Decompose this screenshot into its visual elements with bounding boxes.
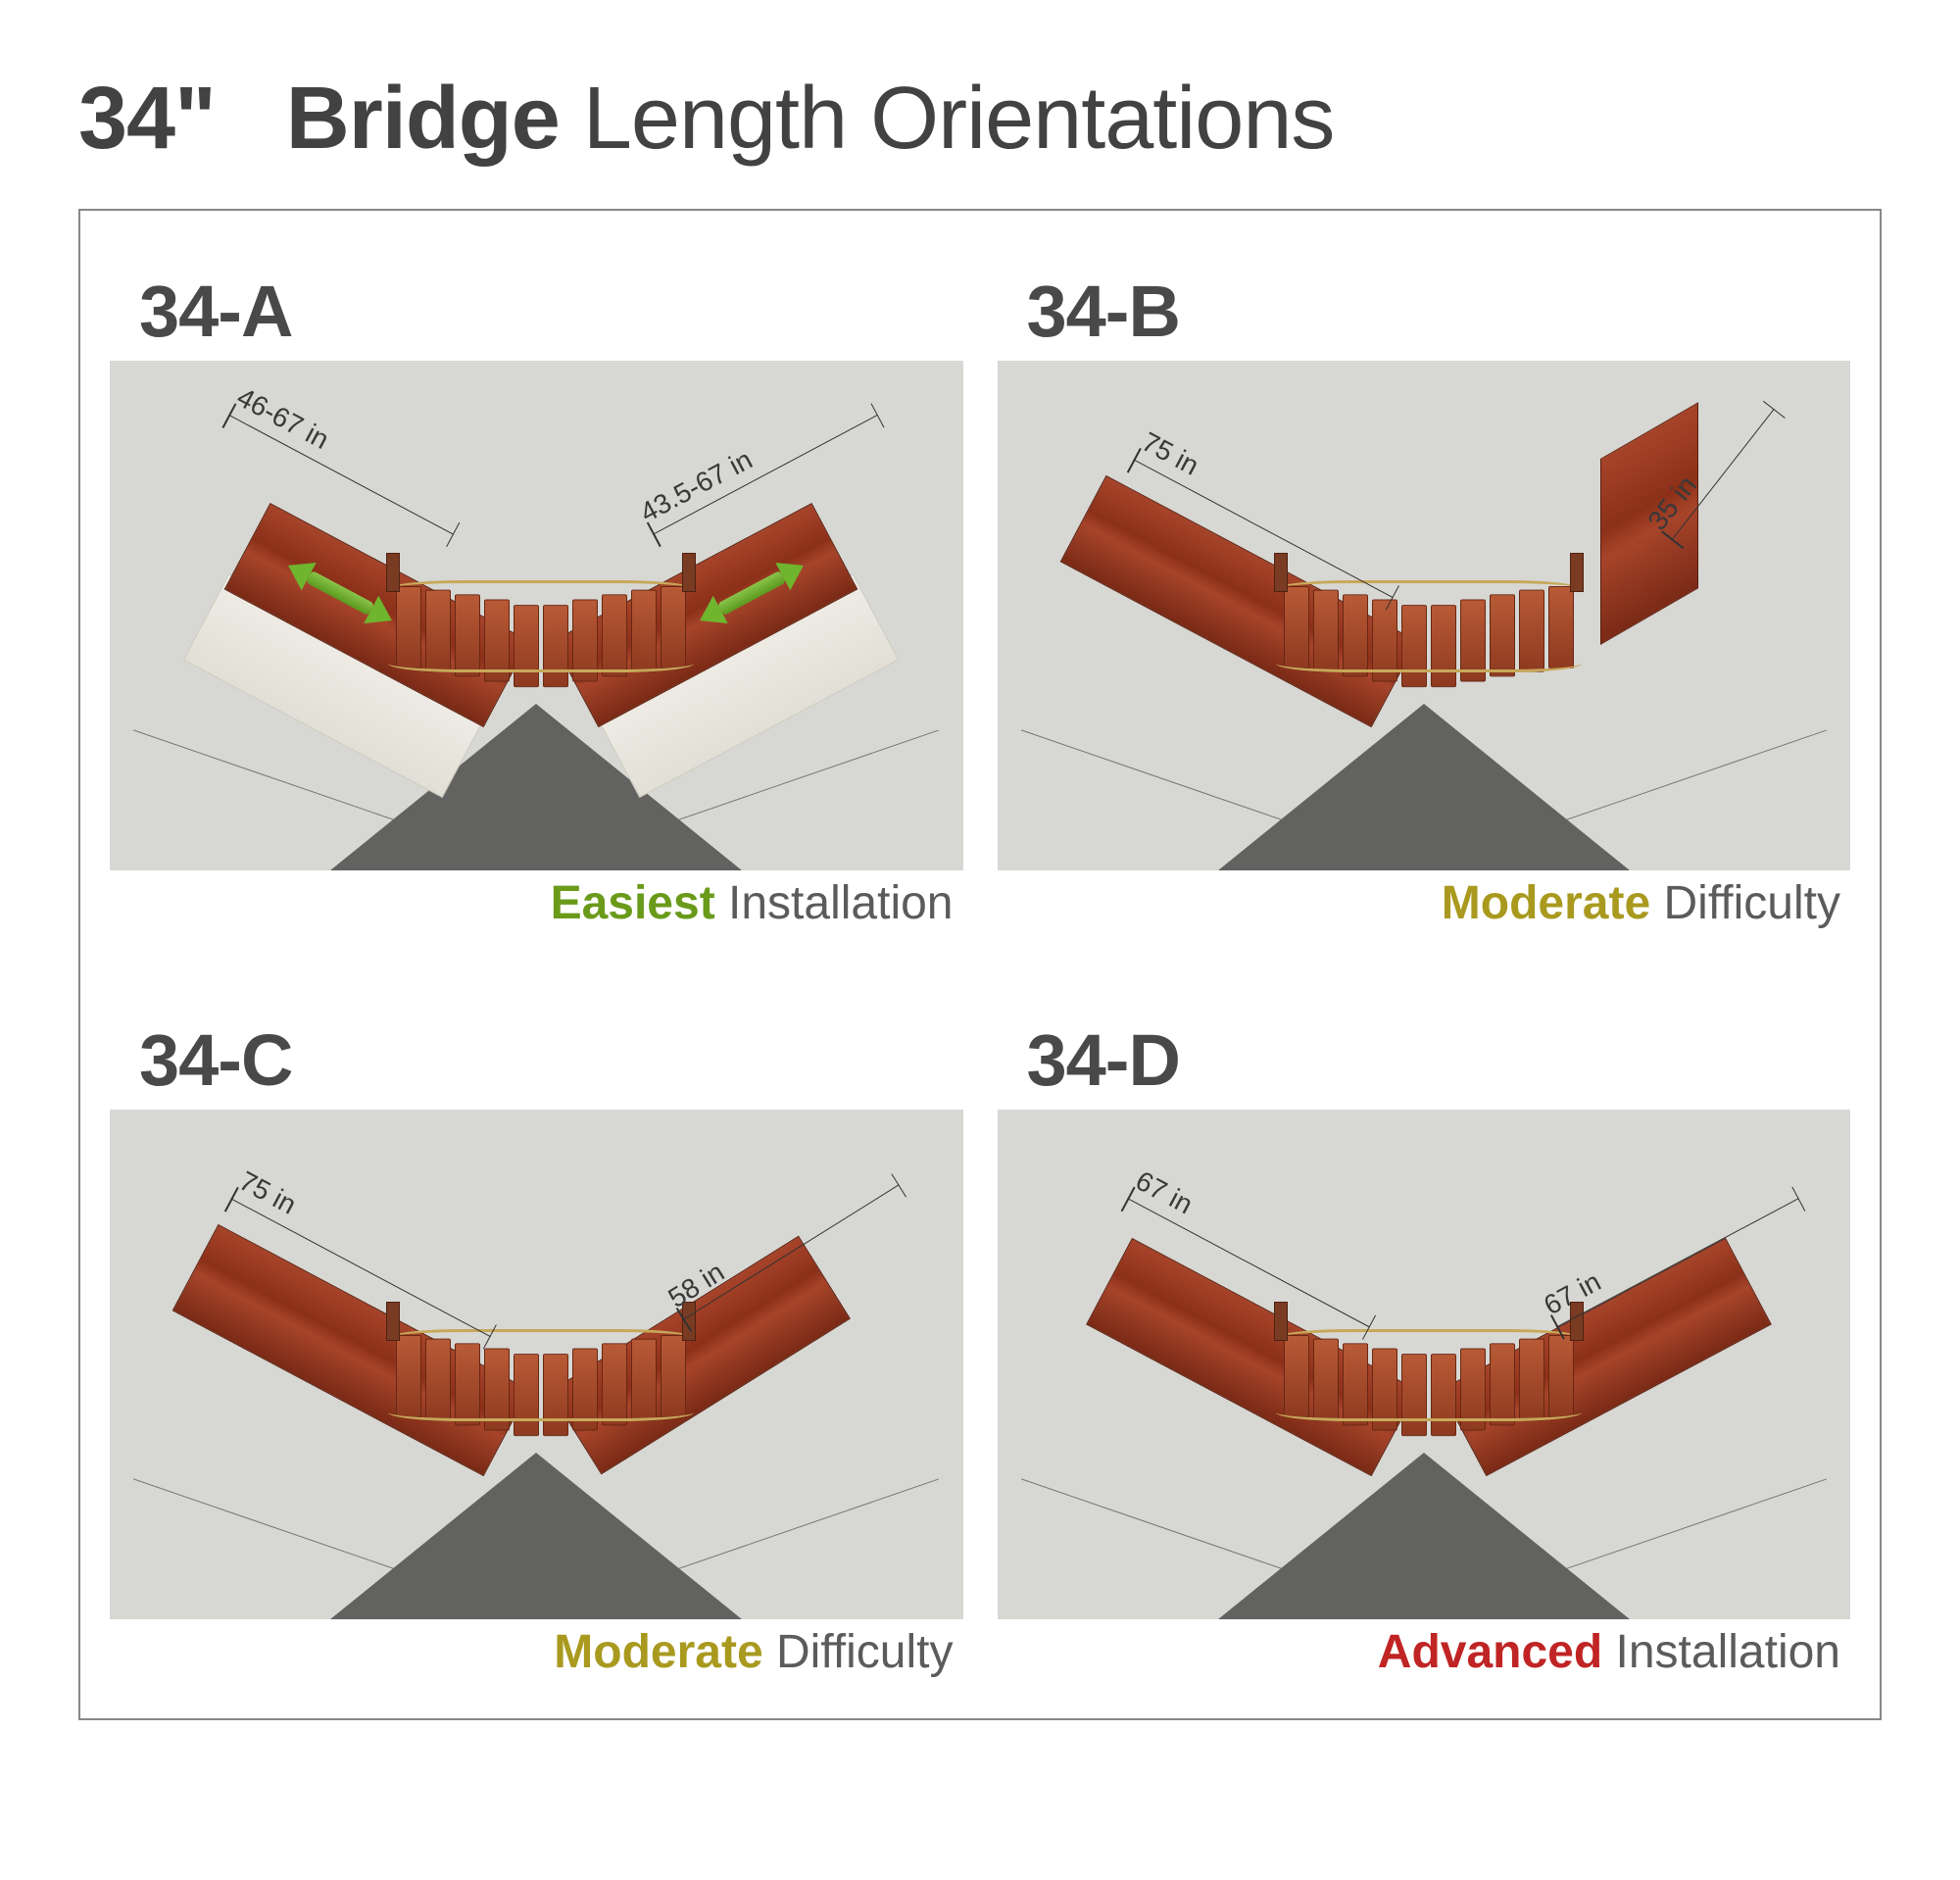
panel-canvas: 75 in58 in [110,1110,963,1619]
panels-frame: 34-A46-67 in43.5-67 in Easiest Installati… [78,209,1882,1720]
dimension-text: 67 in [1130,1165,1197,1220]
difficulty-level: Moderate [1442,877,1650,929]
rope-bridge [1282,1335,1576,1417]
orientation-panel: 34-B75 in35 in Moderate Difficulty [998,270,1851,930]
title-bridge: Bridge [286,70,560,168]
difficulty-level: Easiest [551,877,715,929]
dimension-text: 75 in [1137,426,1203,481]
difficulty-caption: Moderate Difficulty [110,1625,963,1679]
panel-code: 34-D [1027,1018,1851,1102]
dimension-text: 43.5-67 in [635,444,758,528]
difficulty-level: Advanced [1378,1626,1602,1678]
corner-wedge [1218,704,1630,870]
difficulty-suffix: Installation [1602,1626,1840,1678]
difficulty-caption: Moderate Difficulty [998,876,1851,930]
rope-bridge [394,586,688,668]
rope-bridge [1282,586,1576,668]
difficulty-suffix: Difficulty [763,1626,954,1678]
panel-code: 34-A [139,270,963,353]
panel-canvas: 67 in67 in [998,1110,1851,1619]
orientation-panel: 34-D67 in67 in Advanced Installation [998,1018,1851,1679]
panel-code: 34-B [1027,270,1851,353]
difficulty-caption: Advanced Installation [998,1625,1851,1679]
dimension-label: 43.5-67 in [635,381,878,534]
difficulty-suffix: Difficulty [1650,877,1840,929]
difficulty-level: Moderate [554,1626,762,1678]
dimension-text: 75 in [234,1165,301,1220]
panel-canvas: 75 in35 in [998,361,1851,870]
rope-bridge [394,1335,688,1417]
panel-canvas: 46-67 in43.5-67 in [110,361,963,870]
panel-code: 34-C [139,1018,963,1102]
difficulty-caption: Easiest Installation [110,876,963,930]
title-rest: Length Orientations [583,70,1335,168]
corner-wedge [330,1453,742,1619]
difficulty-suffix: Installation [715,877,954,929]
title-size: 34" [78,70,216,168]
orientation-panel: 34-A46-67 in43.5-67 in Easiest Installati… [110,270,963,930]
orientation-panel: 34-C75 in58 in Moderate Difficulty [110,1018,963,1679]
corner-wedge [1218,1453,1630,1619]
page-title: 34" Bridge Length Orientations [78,69,1882,170]
